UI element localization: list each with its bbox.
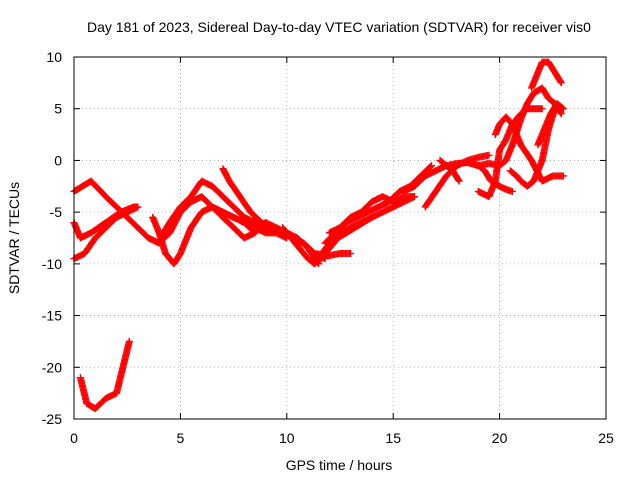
data-point bbox=[428, 162, 436, 170]
y-tick-label: 5 bbox=[54, 101, 62, 117]
series-arc-11 bbox=[310, 250, 355, 260]
y-tick-label: 10 bbox=[46, 49, 62, 65]
plot-frame bbox=[73, 56, 607, 420]
data-point bbox=[347, 250, 355, 258]
x-tick-label: 20 bbox=[492, 430, 508, 446]
y-axis-label: SDTVAR / TECUs bbox=[6, 182, 22, 294]
y-tick-label: -15 bbox=[42, 308, 62, 324]
y-tick-label: 0 bbox=[54, 152, 62, 168]
y-tick-label: -5 bbox=[50, 204, 63, 220]
data-layer bbox=[70, 58, 567, 413]
series-arc-22 bbox=[528, 58, 565, 92]
series-arc-7 bbox=[219, 165, 329, 263]
y-tick-label: -10 bbox=[42, 256, 62, 272]
y-tick-label: -25 bbox=[42, 411, 62, 427]
data-point bbox=[427, 163, 435, 171]
data-point bbox=[559, 105, 567, 113]
x-axis-label: GPS time / hours bbox=[286, 457, 393, 473]
series-arc-16 bbox=[436, 156, 463, 185]
ticks: 0 5 10 15 20 25 10 5 0 -5 -10 -15 -20 -25 bbox=[42, 49, 614, 446]
data-point bbox=[557, 78, 565, 86]
data-point bbox=[508, 187, 516, 195]
series-arc-13 bbox=[325, 193, 418, 237]
x-tick-label: 10 bbox=[279, 430, 295, 446]
series-arc-6 bbox=[159, 177, 280, 237]
series-arc-1 bbox=[76, 337, 133, 413]
data-point bbox=[559, 172, 567, 180]
data-point bbox=[557, 79, 565, 87]
data-point bbox=[410, 193, 418, 201]
x-tick-label: 15 bbox=[385, 430, 401, 446]
data-point bbox=[454, 176, 462, 184]
data-point bbox=[134, 203, 142, 211]
chart-title: Day 181 of 2023, Sidereal Day-to-day VTE… bbox=[87, 19, 591, 35]
data-point bbox=[538, 105, 546, 113]
series-arc-4 bbox=[70, 203, 142, 263]
y-tick-label: -20 bbox=[42, 359, 62, 375]
series-arc-23 bbox=[534, 100, 567, 149]
x-tick-label: 5 bbox=[177, 430, 185, 446]
data-point bbox=[558, 104, 566, 112]
x-tick-label: 25 bbox=[598, 430, 614, 446]
data-point bbox=[125, 337, 133, 345]
data-point bbox=[455, 177, 463, 185]
data-point bbox=[485, 151, 493, 159]
x-tick-label: 0 bbox=[70, 430, 78, 446]
